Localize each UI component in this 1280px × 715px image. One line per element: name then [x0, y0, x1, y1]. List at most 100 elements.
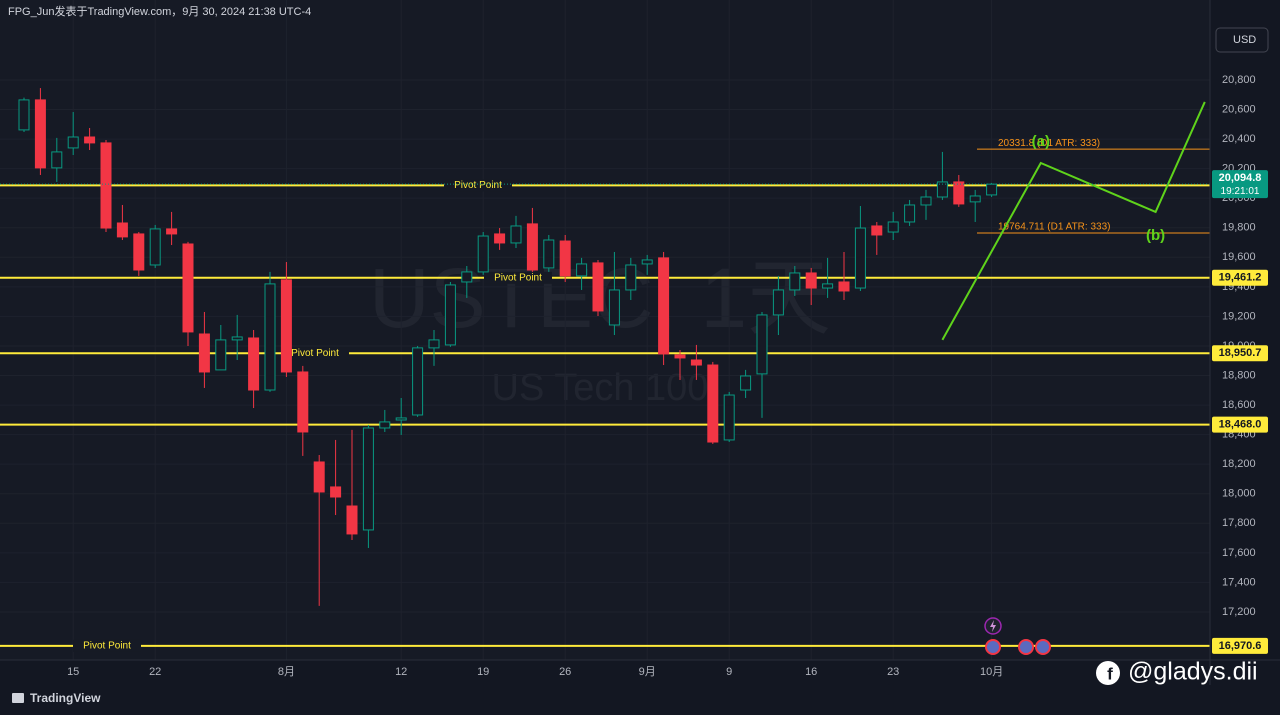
- candle-body: [854, 227, 866, 289]
- y-tick-label: 17,600: [1222, 547, 1256, 559]
- candle-body: [871, 225, 883, 236]
- y-tick-label: 18,200: [1222, 458, 1256, 470]
- candle-body: [395, 417, 407, 421]
- candle-body: [494, 233, 506, 244]
- candle-body: [84, 136, 96, 144]
- candle-body: [641, 259, 653, 265]
- pivot-text-bg: [444, 179, 512, 192]
- price-label-bg: [1212, 269, 1268, 286]
- currency-button[interactable]: [1215, 27, 1269, 53]
- candle-body: [461, 271, 473, 283]
- candle-body: [576, 263, 588, 277]
- candle-body: [166, 228, 178, 235]
- y-tick-label: 18,600: [1222, 399, 1256, 411]
- candle-body: [887, 221, 899, 233]
- candle-body: [198, 333, 210, 373]
- price-label: 18,468.0: [1219, 418, 1262, 430]
- candle-body: [772, 289, 784, 316]
- x-tick-label: 10月: [980, 666, 1003, 678]
- candle-body: [297, 371, 309, 433]
- candle-body: [477, 235, 489, 273]
- y-tick-label: 18,800: [1222, 369, 1256, 381]
- candle-body: [904, 204, 916, 223]
- candle-body: [100, 142, 112, 229]
- header: FPG_Jun发表于TradingView.com，9月 30, 2024 21…: [8, 4, 311, 18]
- wave-label: (b): [1146, 227, 1165, 244]
- pivot-text: Pivot Point: [83, 641, 131, 652]
- price-label-bg: [1212, 416, 1268, 433]
- x-tick-label: 16: [805, 666, 817, 678]
- candle-body: [280, 279, 292, 373]
- candle-body: [412, 347, 424, 416]
- candle-body: [313, 461, 325, 493]
- candle-body: [838, 281, 850, 292]
- candle-body: [510, 225, 522, 244]
- last-price-bg: [1212, 170, 1268, 199]
- pivot-text-bg: [73, 639, 141, 652]
- price-label-bg: [1212, 345, 1268, 362]
- price-label: 19,461.2: [1219, 272, 1262, 284]
- price-label: 18,950.7: [1219, 347, 1262, 359]
- x-tick-label: 15: [67, 666, 79, 678]
- candle-body: [67, 136, 79, 149]
- candle-body: [346, 505, 358, 535]
- candle-body: [526, 223, 538, 271]
- y-tick-label: 19,200: [1222, 310, 1256, 322]
- brand: TradingView: [30, 691, 101, 705]
- x-tick-label: 19: [477, 666, 489, 678]
- candle-body: [444, 284, 456, 346]
- candle-body: [658, 257, 670, 355]
- price-label-bg: [1212, 637, 1268, 654]
- candle-body: [264, 283, 276, 391]
- candle-body: [723, 394, 735, 441]
- last-price: 20,094.8: [1219, 172, 1262, 184]
- candle-body: [592, 262, 604, 312]
- x-tick-label: 23: [887, 666, 899, 678]
- y-tick-label: 17,200: [1222, 606, 1256, 618]
- candle-body: [559, 240, 571, 277]
- wave-label: (a): [1032, 133, 1050, 150]
- y-tick-label: 20,800: [1222, 74, 1256, 86]
- pivot-text-bg: [281, 347, 349, 360]
- candle-body: [608, 289, 620, 326]
- candle-body: [18, 99, 30, 131]
- x-tick-label: 9: [726, 666, 732, 678]
- candle-body: [986, 183, 998, 196]
- brand-logo: [12, 693, 24, 703]
- candle-body: [625, 264, 637, 291]
- candle-body: [740, 375, 752, 391]
- candle-body: [51, 151, 63, 169]
- y-tick-label: 19,600: [1222, 251, 1256, 263]
- candle-body: [822, 283, 834, 289]
- pivot-text-bg: [484, 271, 552, 284]
- x-tick-label: 8月: [278, 666, 295, 678]
- projection-line: [941, 101, 1206, 341]
- candle-body: [428, 339, 440, 349]
- candle-body: [789, 272, 801, 291]
- x-tick-label: 26: [559, 666, 571, 678]
- y-tick-label: 19,800: [1222, 222, 1256, 234]
- x-tick-label: 22: [149, 666, 161, 678]
- pivot-text: Pivot Point: [494, 272, 542, 283]
- candle-body: [34, 99, 46, 169]
- candle-body: [248, 337, 260, 391]
- candle-body: [379, 421, 391, 429]
- pivot-text: Pivot Point: [291, 348, 339, 359]
- candle-body: [133, 233, 145, 271]
- candle-body: [936, 181, 948, 198]
- candle-body: [182, 243, 194, 333]
- atr-label: 20331.8 (D1 ATR: 333): [998, 138, 1100, 149]
- candle-body: [969, 195, 981, 203]
- y-tick-label: 20,400: [1222, 133, 1256, 145]
- currency[interactable]: USD: [1233, 34, 1256, 46]
- svg-text:f: f: [1107, 664, 1113, 683]
- x-tick-label: 12: [395, 666, 407, 678]
- y-tick-label: 17,800: [1222, 517, 1256, 529]
- price-label: 16,970.6: [1219, 640, 1262, 652]
- candle-body: [756, 314, 768, 375]
- candle-body: [362, 427, 374, 531]
- x-tick-label: 9月: [639, 666, 656, 678]
- candle-body: [920, 196, 932, 206]
